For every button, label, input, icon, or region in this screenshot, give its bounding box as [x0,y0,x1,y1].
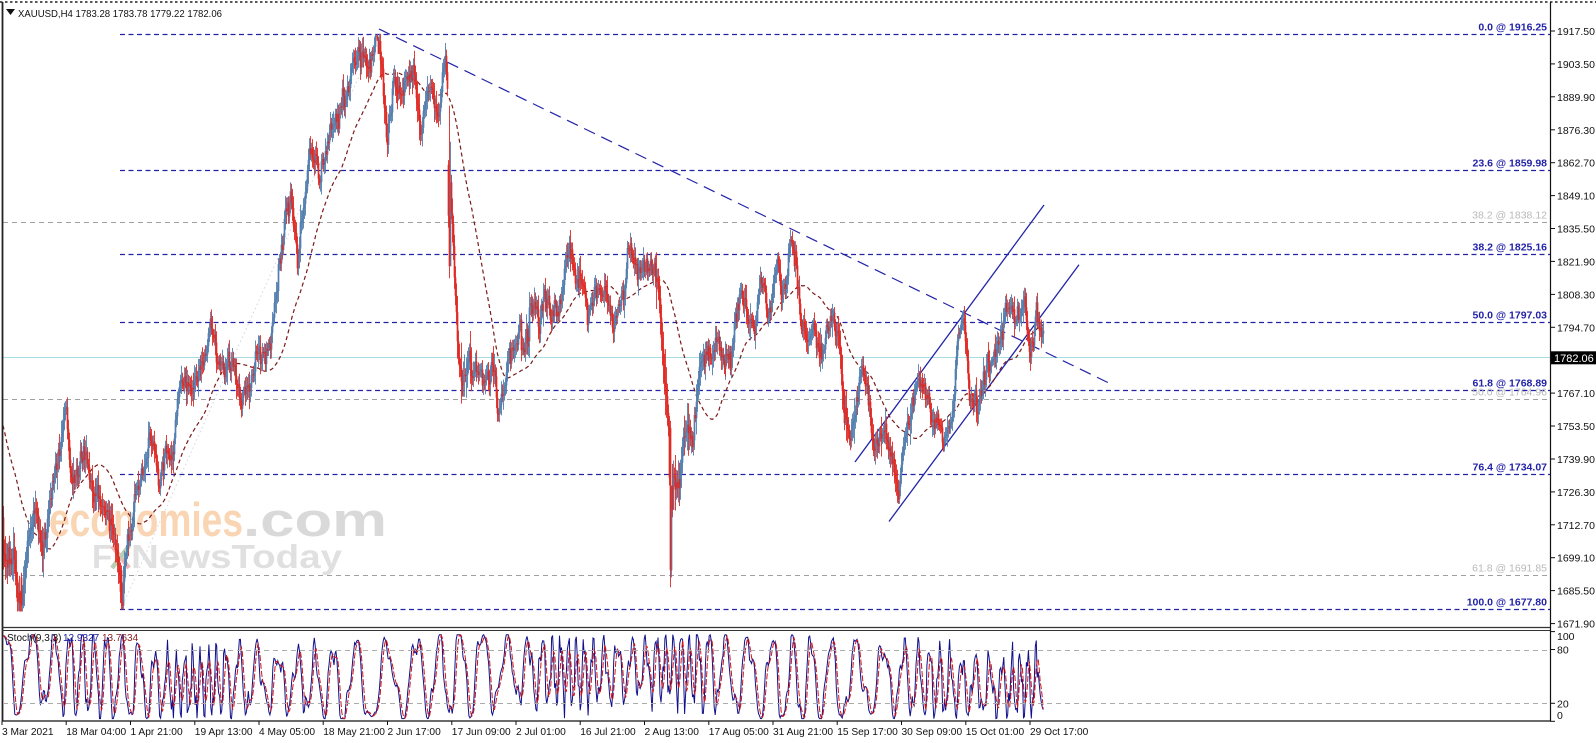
svg-text:1808.30: 1808.30 [1557,289,1595,301]
svg-text:15 Oct 01:00: 15 Oct 01:00 [966,727,1025,738]
svg-text:1876.30: 1876.30 [1557,125,1595,137]
svg-text:50.0 @ 1797.03: 50.0 @ 1797.03 [1473,310,1548,322]
svg-text:61.8 @ 1768.89: 61.8 @ 1768.89 [1473,378,1548,390]
svg-text:1849.10: 1849.10 [1557,191,1595,203]
svg-text:economies: economies [49,493,243,546]
svg-text:76.4 @ 1734.07: 76.4 @ 1734.07 [1473,462,1548,474]
svg-text:100: 100 [1557,631,1575,643]
svg-text:1917.50: 1917.50 [1557,26,1595,38]
svg-text:1699.10: 1699.10 [1557,553,1595,565]
svg-text:30 Sep 09:00: 30 Sep 09:00 [902,727,963,738]
svg-text:38.2 @ 1838.12: 38.2 @ 1838.12 [1472,210,1547,222]
svg-text:1753.50: 1753.50 [1557,421,1595,433]
svg-text:1712.70: 1712.70 [1557,520,1595,532]
svg-text:1889.90: 1889.90 [1557,92,1595,104]
svg-text:38.2 @ 1825.16: 38.2 @ 1825.16 [1473,242,1548,254]
svg-text:NewsToday: NewsToday [131,538,343,575]
svg-text:1821.90: 1821.90 [1557,256,1595,268]
svg-text:31 Aug 21:00: 31 Aug 21:00 [773,727,833,738]
svg-text:16 Jul 21:00: 16 Jul 21:00 [580,727,636,738]
svg-text:17 Jun 09:00: 17 Jun 09:00 [452,727,511,738]
svg-text:XAUUSD,H4 1783.28 1783.78 177: XAUUSD,H4 1783.28 1783.78 1779.22 1782.0… [18,8,222,20]
svg-text:17 Aug 05:00: 17 Aug 05:00 [709,727,769,738]
svg-text:50.0 @ 1764.96: 50.0 @ 1764.96 [1472,387,1547,399]
svg-text:1782.06: 1782.06 [1554,353,1594,365]
svg-text:18 Mar 04:00: 18 Mar 04:00 [66,727,126,738]
svg-text:4 May 05:00: 4 May 05:00 [259,727,315,738]
svg-text:23.6 @ 1859.98: 23.6 @ 1859.98 [1473,158,1548,170]
svg-text:1794.70: 1794.70 [1557,322,1595,334]
svg-text:20: 20 [1557,698,1569,710]
svg-text:61.8 @ 1691.85: 61.8 @ 1691.85 [1472,563,1547,575]
svg-text:1685.50: 1685.50 [1557,586,1595,598]
svg-text:.com: .com [243,493,387,546]
svg-text:2 Jun 17:00: 2 Jun 17:00 [388,727,442,738]
svg-text:18 May 21:00: 18 May 21:00 [323,727,385,738]
svg-text:1 Apr 21:00: 1 Apr 21:00 [131,727,183,738]
svg-text:1903.50: 1903.50 [1557,59,1595,71]
svg-text:80: 80 [1557,645,1569,657]
svg-text:2 Jul 01:00: 2 Jul 01:00 [516,727,566,738]
svg-text:Stoch(9,3,3): Stoch(9,3,3) [7,633,61,644]
svg-text:0: 0 [1557,710,1563,722]
svg-text:19 Apr 13:00: 19 Apr 13:00 [195,727,253,738]
svg-text:29 Oct 17:00: 29 Oct 17:00 [1030,727,1089,738]
svg-text:1671.90: 1671.90 [1557,619,1595,631]
svg-text:2 Aug 13:00: 2 Aug 13:00 [645,727,700,738]
svg-text:0.0 @ 1916.25: 0.0 @ 1916.25 [1478,22,1547,34]
svg-text:12.9327: 12.9327 [63,633,100,644]
svg-text:1835.50: 1835.50 [1557,224,1595,236]
svg-text:15 Sep 17:00: 15 Sep 17:00 [837,727,898,738]
svg-text:13.7634: 13.7634 [102,633,139,644]
svg-text:1767.10: 1767.10 [1557,388,1595,400]
svg-text:1726.30: 1726.30 [1557,487,1595,499]
svg-text:100.0 @ 1677.80: 100.0 @ 1677.80 [1467,597,1547,609]
svg-text:F: F [92,538,112,575]
svg-text:1862.70: 1862.70 [1557,158,1595,170]
svg-text:3 Mar 2021: 3 Mar 2021 [2,727,54,738]
svg-text:1739.90: 1739.90 [1557,454,1595,466]
